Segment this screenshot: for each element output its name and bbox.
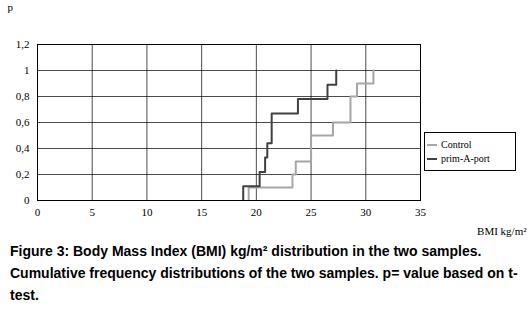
svg-text:1,2: 1,2 xyxy=(16,38,30,50)
svg-text:0,2: 0,2 xyxy=(16,168,30,180)
svg-text:0: 0 xyxy=(24,194,30,206)
html-text:prim-A-port: prim-A-port xyxy=(441,153,490,164)
html-text:Control: Control xyxy=(441,139,472,150)
svg-text:p: p xyxy=(8,1,14,13)
svg-text:0: 0 xyxy=(35,206,41,218)
svg-text:1: 1 xyxy=(24,64,30,76)
svg-text:0,4: 0,4 xyxy=(16,142,30,154)
svg-text:BMI kg/m²: BMI kg/m² xyxy=(477,225,527,237)
svg-text:0,8: 0,8 xyxy=(16,90,30,102)
svg-text:15: 15 xyxy=(196,206,208,218)
svg-text:20: 20 xyxy=(251,206,263,218)
svg-text:0,6: 0,6 xyxy=(16,116,30,128)
svg-text:5: 5 xyxy=(89,206,95,218)
svg-text:10: 10 xyxy=(141,206,153,218)
svg-text:30: 30 xyxy=(360,206,372,218)
svg-text:35: 35 xyxy=(415,206,427,218)
svg-text:25: 25 xyxy=(306,206,318,218)
html-text:Figure 3: Body Mass Index (BMI: Figure 3: Body Mass Index (BMI) kg/m² di… xyxy=(10,243,518,303)
